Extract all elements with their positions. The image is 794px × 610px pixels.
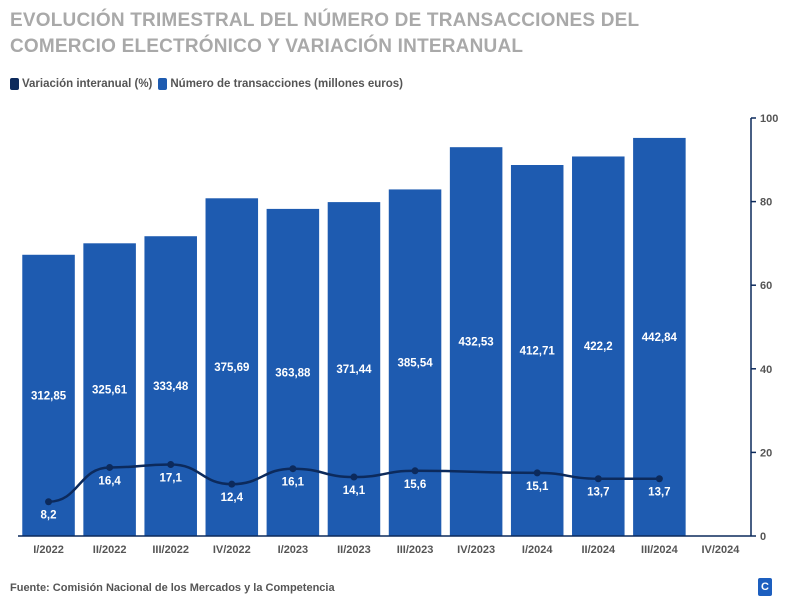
legend-item-transactions: Número de transacciones (millones euros) bbox=[158, 78, 403, 90]
variation-line bbox=[48, 463, 660, 503]
line-point-0 bbox=[45, 498, 53, 506]
line-point-3 bbox=[228, 480, 236, 488]
x-tick-label-10: III/2024 bbox=[641, 544, 679, 556]
line-point-6 bbox=[411, 467, 419, 475]
y-tick-label-1: 20 bbox=[760, 447, 772, 459]
bar-label-0: 312,85 bbox=[31, 390, 67, 402]
legend-label-transactions: Número de transacciones (millones euros) bbox=[170, 78, 403, 90]
line-label-8: 15,1 bbox=[526, 481, 549, 493]
line-label-5: 14,1 bbox=[343, 485, 366, 497]
line-point-2 bbox=[167, 461, 175, 469]
bar-label-7: 432,53 bbox=[459, 337, 494, 349]
brand-logo: C bbox=[758, 578, 772, 596]
bar-label-3: 375,69 bbox=[214, 362, 249, 374]
bar-0 bbox=[22, 254, 75, 536]
bar-9 bbox=[572, 156, 625, 536]
bar-4 bbox=[266, 208, 320, 536]
x-tick-label-11: IV/2024 bbox=[701, 544, 740, 556]
x-tick-label-1: II/2022 bbox=[93, 544, 127, 556]
legend-swatch-transactions bbox=[158, 78, 168, 90]
line-point-4 bbox=[289, 465, 297, 473]
bar-label-1: 325,61 bbox=[92, 385, 128, 397]
y-tick-label-3: 60 bbox=[760, 280, 772, 292]
bar-3 bbox=[205, 198, 259, 537]
line-point-1 bbox=[106, 463, 114, 471]
x-tick-label-3: IV/2022 bbox=[213, 544, 251, 556]
x-tick-label-0: I/2022 bbox=[33, 544, 64, 556]
line-label-6: 15,6 bbox=[404, 479, 426, 491]
line-label-0: 8,2 bbox=[41, 510, 57, 522]
bar-label-5: 371,44 bbox=[336, 364, 372, 376]
legend-swatch-variation bbox=[10, 78, 19, 90]
bar-label-6: 385,54 bbox=[397, 358, 433, 370]
bar-2 bbox=[144, 236, 197, 537]
y-tick-label-0: 0 bbox=[760, 531, 766, 543]
x-tick-label-8: I/2024 bbox=[522, 544, 553, 556]
x-tick-label-6: III/2023 bbox=[397, 544, 434, 556]
line-label-1: 16,4 bbox=[98, 475, 121, 487]
y-tick-label-2: 40 bbox=[760, 364, 772, 376]
line-label-9: 13,7 bbox=[587, 487, 609, 499]
line-label-2: 17,1 bbox=[160, 473, 183, 485]
bar-label-8: 412,71 bbox=[520, 346, 556, 358]
y-tick-label-4: 80 bbox=[760, 197, 772, 209]
x-tick-label-9: II/2024 bbox=[581, 544, 616, 556]
legend-item-variation: Variación interanual (%) bbox=[10, 78, 152, 90]
line-label-4: 16,1 bbox=[282, 477, 305, 489]
bar-label-4: 363,88 bbox=[275, 367, 311, 379]
chart-legend: Variación interanual (%) Número de trans… bbox=[10, 78, 403, 90]
chart-canvas: 312,85 325,61 333,48 375,69 363,88 371,44 385,… bbox=[18, 113, 778, 556]
line-label-10: 13,7 bbox=[648, 487, 670, 499]
bar-6 bbox=[388, 189, 442, 536]
line-point-5 bbox=[350, 473, 358, 481]
bar-10 bbox=[633, 137, 686, 536]
bar-label-9: 422,2 bbox=[584, 341, 613, 353]
line-point-8 bbox=[533, 469, 541, 477]
x-tick-label-2: III/2022 bbox=[152, 544, 189, 556]
source-note: Fuente: Comisión Nacional de los Mercado… bbox=[10, 582, 335, 594]
line-label-3: 12,4 bbox=[221, 492, 244, 504]
x-tick-label-7: IV/2023 bbox=[457, 544, 495, 556]
bar-label-10: 442,84 bbox=[642, 332, 678, 344]
line-point-10 bbox=[655, 475, 663, 483]
bar-1 bbox=[83, 243, 136, 536]
y-tick-label-5: 100 bbox=[760, 113, 778, 125]
bar-label-2: 333,48 bbox=[153, 381, 189, 393]
line-point-9 bbox=[594, 475, 602, 483]
x-tick-label-4: I/2023 bbox=[278, 544, 309, 556]
x-tick-label-5: II/2023 bbox=[337, 544, 371, 556]
legend-label-variation: Variación interanual (%) bbox=[22, 78, 153, 90]
chart-title: EVOLUCIÓN TRIMESTRAL DEL NÚMERO DE TRANS… bbox=[10, 10, 639, 57]
